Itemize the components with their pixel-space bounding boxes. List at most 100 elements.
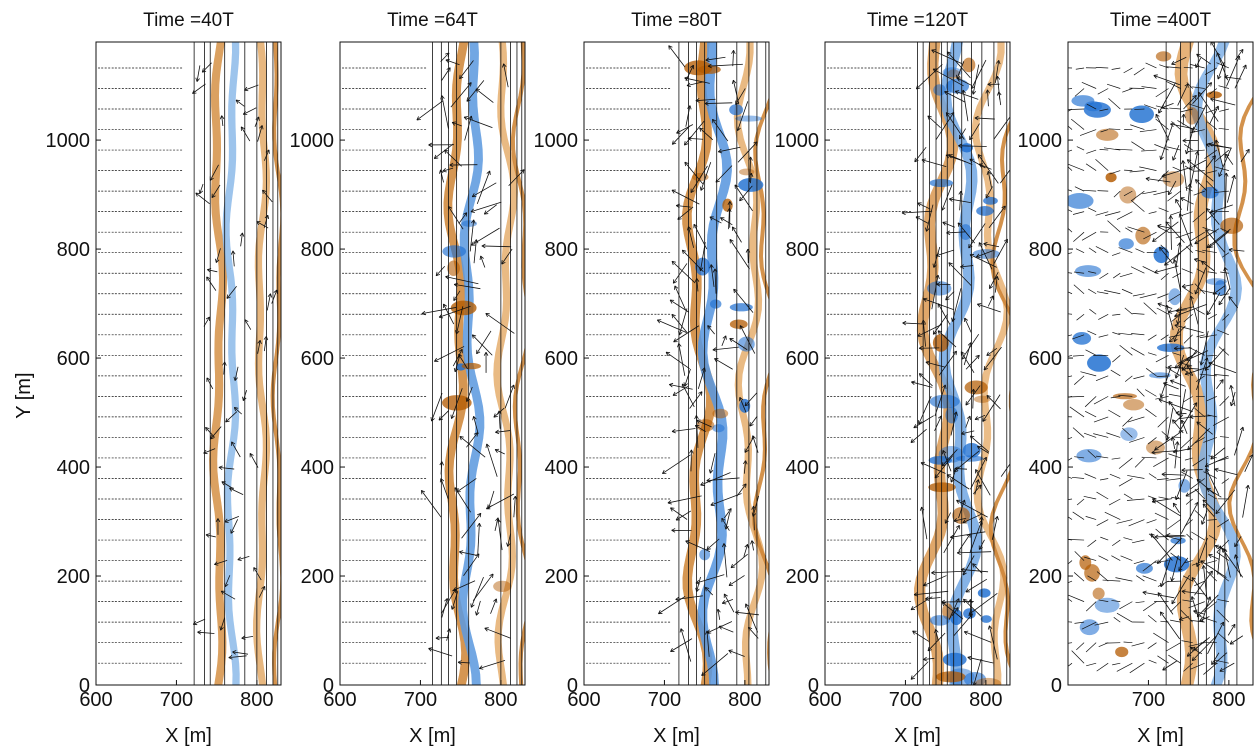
velocity-arrow: [1222, 314, 1230, 321]
velocity-arrow: [962, 513, 982, 524]
eddy-blob: [1075, 265, 1102, 277]
arrow-head: [942, 221, 947, 226]
arrow-head: [729, 239, 734, 244]
velocity-arrow: [961, 569, 989, 573]
y-tick-label: 200: [57, 566, 90, 588]
arrow-head: [1193, 646, 1198, 651]
arrow-head: [923, 297, 928, 303]
arrow-head: [440, 95, 445, 100]
velocity-arrow: [231, 441, 241, 458]
y-tick-label: 600: [1029, 348, 1062, 370]
velocity-arrow: [206, 276, 217, 291]
arrow-head: [979, 516, 984, 521]
velocity-arrow: [257, 125, 263, 142]
arrow-head: [1175, 495, 1180, 501]
velocity-arrow: [1154, 265, 1179, 274]
velocity-arrow: [1216, 551, 1230, 561]
arrow-head: [470, 603, 475, 608]
velocity-arrow: [671, 313, 688, 334]
velocity-arrow: [1130, 347, 1145, 356]
arrow-head: [1172, 502, 1177, 508]
velocity-arrow: [473, 239, 477, 264]
velocity-arrow: [1201, 510, 1208, 525]
arrow-head: [485, 443, 490, 448]
velocity-arrow: [1131, 333, 1145, 336]
arrow-head: [744, 448, 749, 453]
velocity-arrow: [1190, 620, 1205, 623]
velocity-arrow: [1098, 334, 1109, 338]
velocity-arrow: [196, 65, 201, 82]
velocity-arrow: [941, 601, 974, 603]
velocity-arrow: [912, 630, 930, 642]
arrow-head: [257, 339, 262, 345]
arrow-head: [1199, 617, 1204, 622]
velocity-arrow: [1209, 105, 1219, 124]
arrow-head: [668, 45, 673, 50]
velocity-arrow: [723, 543, 728, 578]
arrow-head: [695, 98, 700, 103]
velocity-arrow: [1195, 57, 1202, 68]
velocity-arrow: [1068, 594, 1085, 602]
velocity-arrow: [1085, 601, 1097, 612]
arrow-head: [941, 206, 946, 211]
arrow-head: [249, 453, 254, 458]
velocity-arrow: [1206, 488, 1222, 498]
arrow-head: [230, 529, 235, 534]
arrow-head: [983, 366, 988, 371]
arrow-head: [206, 377, 211, 382]
eddy-blob: [1135, 562, 1153, 574]
velocity-arrow: [1193, 170, 1205, 172]
arrow-head: [714, 358, 719, 363]
velocity-arrow: [1218, 346, 1230, 356]
velocity-arrow: [477, 523, 480, 555]
arrow-head: [961, 355, 966, 360]
velocity-arrow: [970, 456, 987, 490]
velocity-arrow: [962, 555, 975, 576]
velocity-arrow: [1111, 539, 1121, 547]
velocity-arrow: [962, 90, 969, 122]
arrow-head: [1201, 565, 1207, 570]
velocity-arrow: [1217, 632, 1230, 643]
velocity-arrow: [1068, 149, 1073, 152]
velocity-arrow: [1181, 211, 1193, 216]
velocity-arrow: [263, 336, 267, 352]
velocity-arrow: [1096, 571, 1109, 582]
velocity-arrow: [1126, 498, 1145, 501]
arrow-head: [696, 419, 701, 424]
vorticity-band-core: [682, 42, 716, 685]
arrow-head: [1190, 646, 1195, 651]
velocity-arrow: [986, 395, 1001, 410]
velocity-arrow: [490, 598, 497, 614]
velocity-arrow: [674, 285, 687, 311]
velocity-arrow: [1194, 510, 1205, 520]
velocity-arrow: [961, 430, 975, 435]
velocity-arrow: [987, 89, 989, 107]
velocity-arrow: [1179, 616, 1190, 621]
velocity-arrow: [678, 343, 686, 376]
arrow-head: [944, 91, 949, 96]
arrow-head: [240, 126, 245, 131]
velocity-arrow: [695, 574, 725, 584]
velocity-arrow: [1179, 437, 1193, 450]
arrow-head: [1012, 162, 1016, 166]
velocity-arrow: [1127, 416, 1145, 423]
x-axis-label: X [m]: [165, 725, 212, 747]
velocity-arrow: [1083, 189, 1097, 192]
x-axis-label: X [m]: [1137, 725, 1184, 747]
arrow-head: [1204, 357, 1209, 362]
arrow-head: [727, 508, 732, 513]
velocity-arrow: [963, 342, 972, 366]
velocity-arrow: [988, 205, 1006, 229]
arrow-head: [677, 215, 682, 220]
velocity-arrow: [958, 533, 971, 552]
velocity-arrow: [459, 551, 478, 556]
arrow-head: [913, 592, 918, 597]
arrow-head: [1155, 113, 1160, 119]
velocity-arrow: [993, 238, 1008, 265]
arrow-head: [969, 158, 974, 163]
velocity-arrow: [1206, 354, 1217, 357]
velocity-arrow: [743, 544, 749, 557]
arrow-head: [942, 450, 947, 455]
